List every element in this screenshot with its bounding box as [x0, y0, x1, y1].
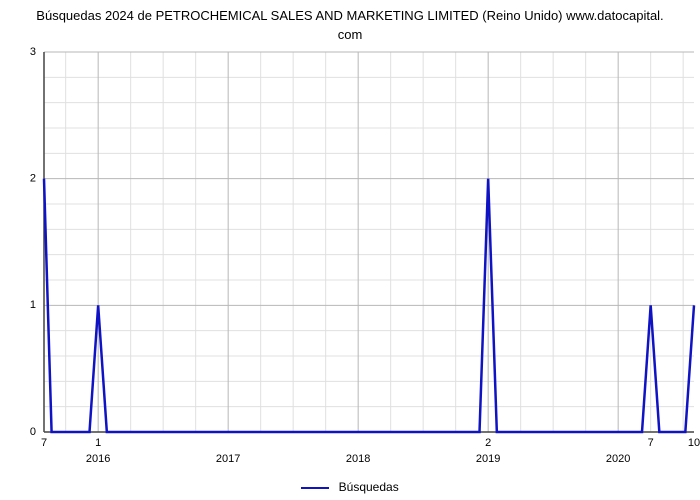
x-year-label: 2020	[606, 453, 630, 465]
chart-container: Búsquedas 2024 de PETROCHEMICAL SALES AN…	[0, 0, 700, 500]
x-sub-label: 1	[95, 437, 101, 449]
x-year-label: 2017	[216, 453, 240, 465]
chart-legend: Búsquedas	[0, 480, 700, 494]
chart-plot: 0 1 2 3 7 1 2 7 10 2016 2017 2018 2019 2020	[0, 0, 700, 500]
legend-label: Búsquedas	[339, 480, 399, 494]
y-tick-label: 0	[30, 426, 36, 438]
x-year-label: 2016	[86, 453, 110, 465]
x-year-label: 2018	[346, 453, 370, 465]
x-sub-label: 10	[688, 437, 700, 449]
x-sub-label: 2	[485, 437, 491, 449]
x-sub-label: 7	[648, 437, 654, 449]
y-tick-label: 3	[30, 46, 36, 58]
y-tick-label: 1	[30, 299, 36, 311]
legend-swatch	[301, 487, 329, 489]
y-tick-label: 2	[30, 173, 36, 185]
x-year-label: 2019	[476, 453, 500, 465]
x-sub-label: 7	[41, 437, 47, 449]
